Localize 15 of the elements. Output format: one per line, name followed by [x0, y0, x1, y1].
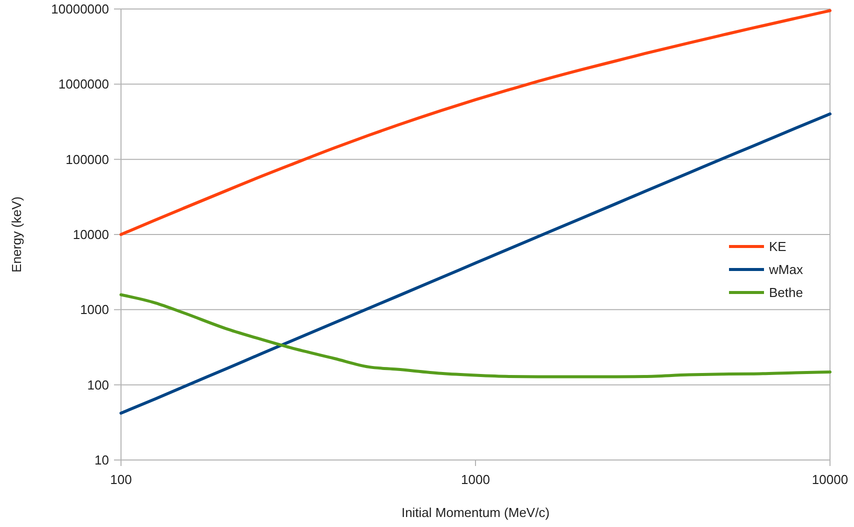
x-tick-label: 1000 — [461, 472, 490, 487]
x-tick-label: 100 — [110, 472, 132, 487]
legend-label: Bethe — [769, 285, 803, 300]
y-tick-label: 1000 — [80, 302, 109, 318]
y-tick-label: 1000000 — [58, 76, 109, 92]
legend-label: KE — [769, 239, 787, 254]
y-tick-label: 10000000 — [51, 2, 109, 17]
x-axis-title: Initial Momentum (MeV/c) — [401, 505, 550, 520]
y-tick-label: 100 — [87, 377, 109, 392]
y-tick-label: 10000 — [72, 227, 109, 242]
y-tick-label: 10 — [94, 452, 109, 468]
legend-label: wMax — [768, 262, 804, 278]
x-tick-label: 10000 — [812, 472, 848, 487]
y-axis-title: Energy (keV) — [9, 196, 24, 272]
y-tick-label: 100000 — [66, 152, 109, 167]
